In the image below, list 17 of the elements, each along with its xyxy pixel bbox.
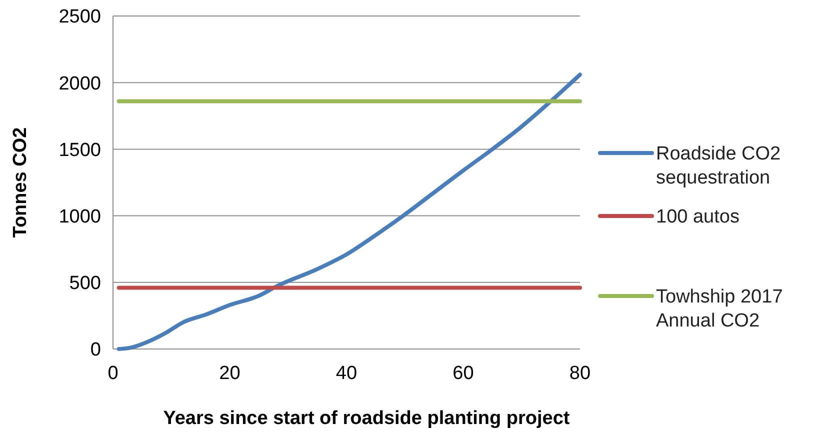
y-axis-title: Tonnes CO2	[10, 127, 31, 238]
x-tick-label: 20	[219, 363, 240, 384]
line-series	[116, 72, 582, 351]
y-tick-label: 1000	[58, 206, 101, 228]
y-tick-label: 1500	[58, 140, 101, 161]
x-tick-label: 80	[569, 363, 591, 384]
legend-label: Towhship 2017 Annual CO2	[656, 286, 783, 332]
y-tick-label: 500	[69, 273, 101, 294]
x-tick-label: 60	[452, 363, 474, 384]
y-tick-label: 0	[90, 340, 101, 361]
legend-label: Roadside CO2 sequestration	[656, 144, 781, 188]
legend-label: 100 autos	[656, 206, 740, 228]
x-axis-title: Years since start of roadside planting project	[163, 408, 570, 429]
y-tick-label: 2500	[58, 6, 101, 28]
y-tick-label: 2000	[58, 73, 101, 94]
x-tick-label: 40	[336, 363, 358, 384]
x-tick-label: 0	[108, 363, 118, 384]
